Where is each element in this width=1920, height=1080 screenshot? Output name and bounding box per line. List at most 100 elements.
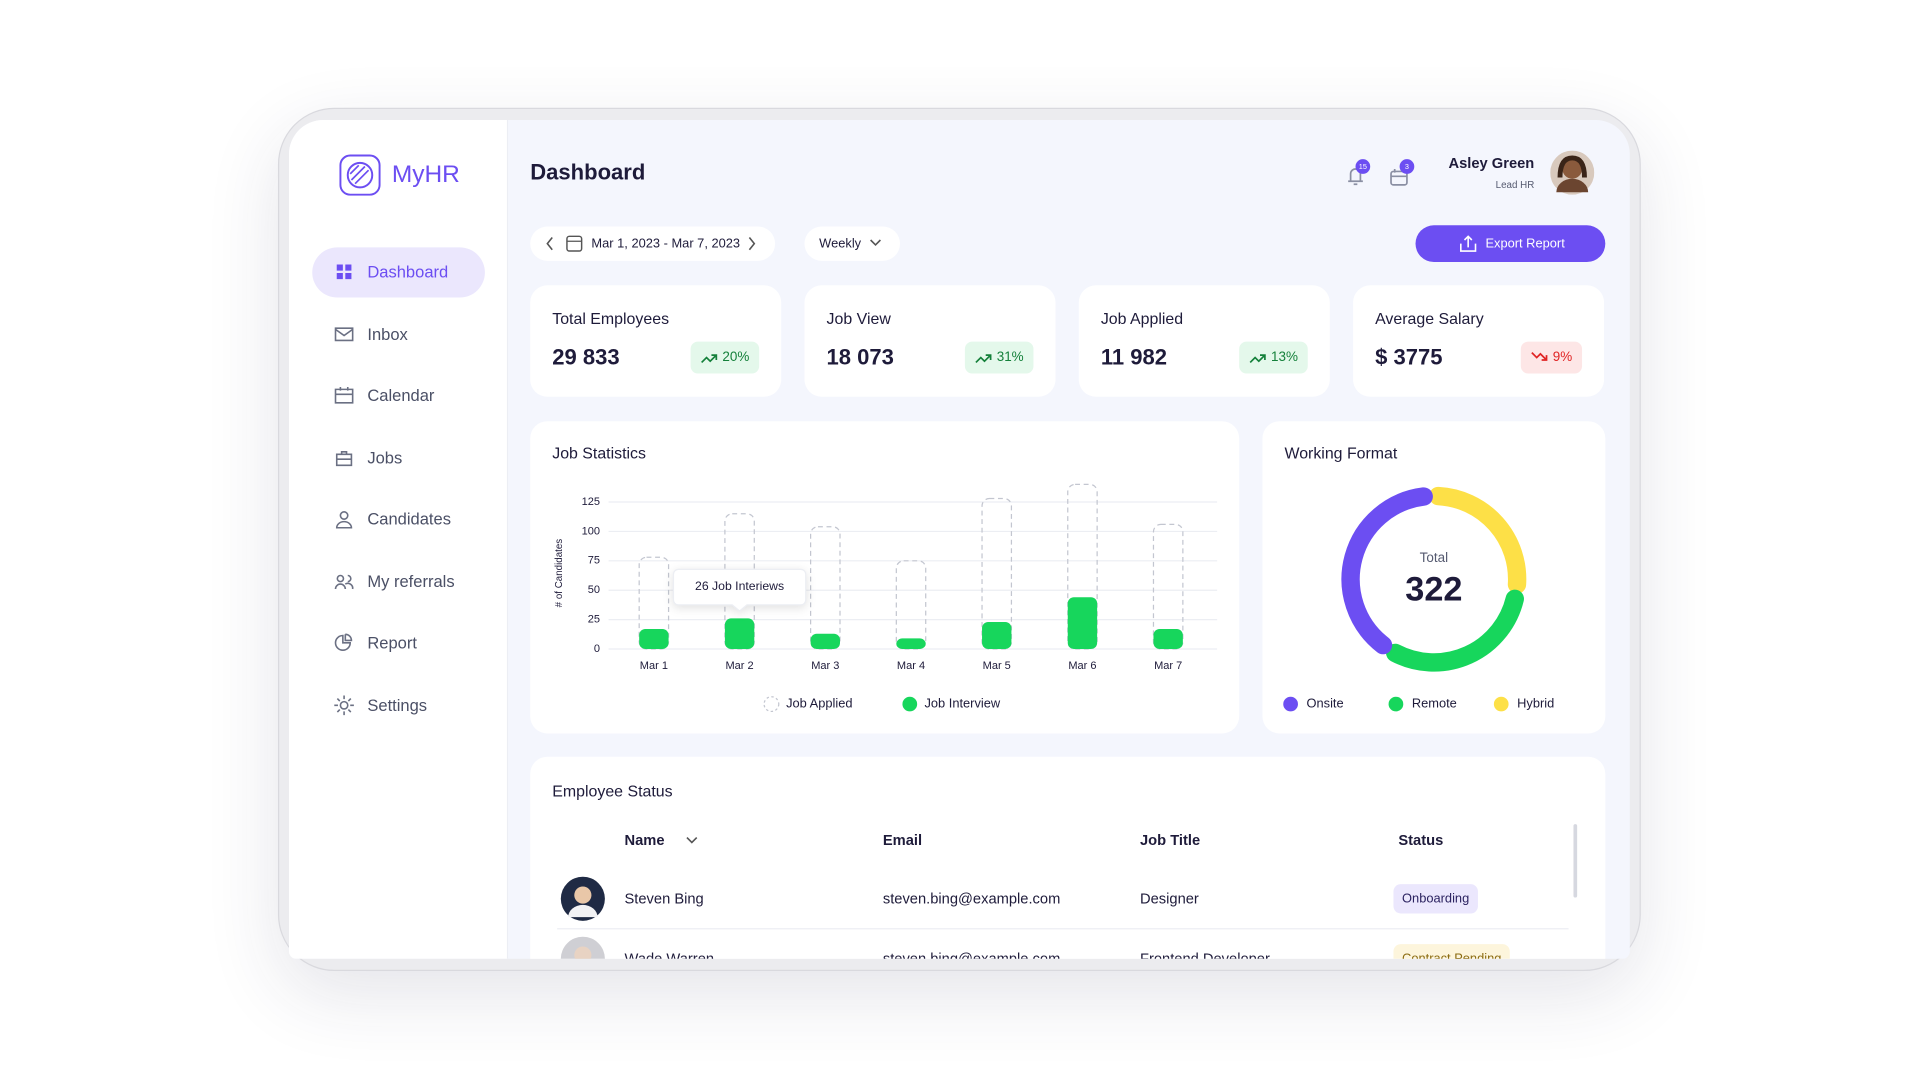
status-badge: Contract Pending — [1393, 944, 1510, 959]
stat-label: Job View — [826, 309, 891, 328]
icon-shape — [335, 450, 353, 466]
nav-item[interactable]: My referrals — [367, 571, 455, 591]
bar — [810, 526, 841, 650]
bar — [810, 633, 841, 649]
x-tick-label: Mar 5 — [983, 660, 1011, 672]
scrollbar — [1573, 824, 1578, 898]
stat-card: Job Applied 11 982 13% — [1078, 285, 1330, 397]
bar — [1067, 597, 1098, 649]
stat-change-text: 9% — [1552, 350, 1573, 365]
legend-label: Hybrid — [1517, 695, 1554, 710]
column-header: Name — [624, 831, 665, 849]
icon-shape — [334, 386, 354, 404]
job-statistics-card: Job Statistics # of Candidates 0 25 50 75 10… — [530, 421, 1240, 734]
employee-status-card: Employee Status Name Email Job Title Status… — [530, 756, 1606, 959]
legend-swatch — [763, 696, 780, 713]
stat-change-text: 13% — [1270, 350, 1298, 365]
export-label: Export Report — [1485, 236, 1565, 252]
user-avatar[interactable] — [1550, 150, 1595, 195]
legend-swatch — [902, 696, 918, 712]
period-select[interactable]: Weekly — [804, 226, 901, 261]
period: Weekly — [819, 236, 862, 252]
legend-swatch — [1388, 696, 1404, 712]
calendar-badge: 3 — [1405, 162, 1409, 171]
nav-item[interactable]: Inbox — [367, 324, 408, 343]
screen: MyHR Dashboard Inbox Calendar Jobs Candidate… — [288, 120, 1630, 959]
trend-icon — [1249, 354, 1266, 364]
avatar-body — [568, 904, 598, 918]
bar — [724, 618, 755, 649]
legend-label: Remote — [1412, 695, 1457, 710]
legend-label: Job Applied — [786, 695, 852, 710]
trend-arrow — [700, 354, 718, 364]
table-cell: steven.bing@example.com — [882, 950, 1061, 959]
nav-icon — [334, 574, 354, 589]
legend-swatch — [1283, 696, 1298, 712]
status-badge: Onboarding — [1393, 884, 1478, 914]
nav-icon — [335, 511, 353, 529]
column-header: Email — [882, 831, 923, 849]
job-statistics-chart: Job Statistics # of Candidates 0 25 50 75 10… — [552, 445, 1218, 713]
bar — [1153, 628, 1183, 649]
stat-value: 11 982 — [1100, 344, 1168, 370]
legend-label: Job Interview — [924, 695, 1000, 710]
date-range-picker[interactable]: Mar 1, 2023 - Mar 7, 2023 — [530, 226, 776, 261]
stat-change-text: 31% — [996, 350, 1024, 365]
page-title: Dashboard — [530, 159, 646, 185]
tooltip — [672, 568, 807, 612]
nav-icon — [334, 694, 354, 715]
export-button[interactable]: Export Report — [1415, 225, 1606, 263]
stat-change: 9% — [1520, 341, 1583, 374]
icon-shape — [334, 633, 353, 651]
donut-segment — [1429, 486, 1527, 594]
y-tick-label: 50 — [588, 584, 600, 596]
legend-swatch — [1493, 696, 1509, 712]
header-icons: 15 3 — [1348, 159, 1415, 186]
table-cell: steven.bing@example.com — [882, 890, 1061, 908]
nav-item[interactable]: Calendar — [367, 386, 435, 405]
center-label: Total — [1420, 550, 1448, 565]
stat-card: Total Employees 29 833 20% — [530, 285, 782, 397]
x-tick-label: Mar 4 — [897, 660, 925, 672]
next-icon — [749, 237, 756, 251]
logo-icon — [339, 154, 381, 196]
stat-change: 13% — [1239, 341, 1308, 374]
export-icon — [1460, 235, 1477, 252]
sort-icon — [686, 836, 698, 844]
working-format-card: Working Format Total 322 Onsite Remote Hyb… — [1262, 421, 1606, 734]
nav-item[interactable]: Settings — [367, 695, 428, 714]
stat-label: Total Employees — [552, 309, 670, 328]
column-header: Job Title — [1140, 831, 1201, 849]
bar — [982, 621, 1012, 649]
x-tick-label: Mar 3 — [811, 660, 839, 672]
x-tick-label: Mar 7 — [1154, 660, 1182, 672]
nav-item[interactable]: Jobs — [367, 448, 403, 467]
stat-change-text: 20% — [722, 350, 750, 365]
chevron — [870, 239, 882, 247]
y-axis-label: # of Candidates — [554, 539, 565, 608]
chart-title: Working Format — [1284, 445, 1397, 462]
x-tick-label: Mar 6 — [1068, 660, 1096, 672]
trend-arrow — [1531, 352, 1548, 361]
donut-segment — [1386, 589, 1524, 672]
tooltip-text: 26 Job Interiews — [695, 579, 784, 593]
x-tick-label: Mar 1 — [640, 660, 668, 672]
nav-active-bg — [312, 247, 485, 298]
y-tick-label: 25 — [588, 613, 600, 625]
nav-item[interactable]: Candidates — [367, 510, 451, 529]
column-header: Status — [1398, 831, 1444, 849]
row-divider — [557, 928, 1569, 930]
trend-arrow — [1249, 354, 1266, 364]
total: 322 — [1405, 570, 1462, 608]
avatar — [560, 876, 605, 921]
stat-value: 18 073 — [826, 344, 894, 370]
icon-shape — [336, 264, 352, 280]
trend-icon — [1531, 352, 1548, 361]
table-cell: Wade Warren — [624, 950, 715, 959]
user-role: Lead HR — [1495, 179, 1535, 191]
stat-label: Average Salary — [1375, 309, 1484, 328]
nav-icon — [336, 264, 352, 280]
nav-item[interactable]: Report — [367, 633, 417, 653]
nav-item[interactable]: Dashboard — [367, 262, 449, 282]
trend-icon — [700, 354, 718, 364]
